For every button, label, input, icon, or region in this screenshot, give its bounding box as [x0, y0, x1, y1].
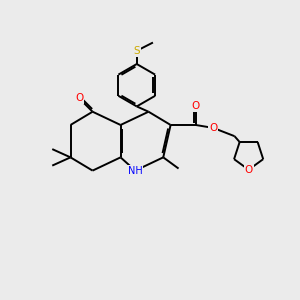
- Text: S: S: [134, 46, 140, 56]
- Text: O: O: [244, 165, 253, 175]
- Text: O: O: [75, 94, 83, 103]
- Text: NH: NH: [128, 166, 143, 176]
- Text: O: O: [191, 101, 200, 111]
- Text: O: O: [209, 123, 218, 133]
